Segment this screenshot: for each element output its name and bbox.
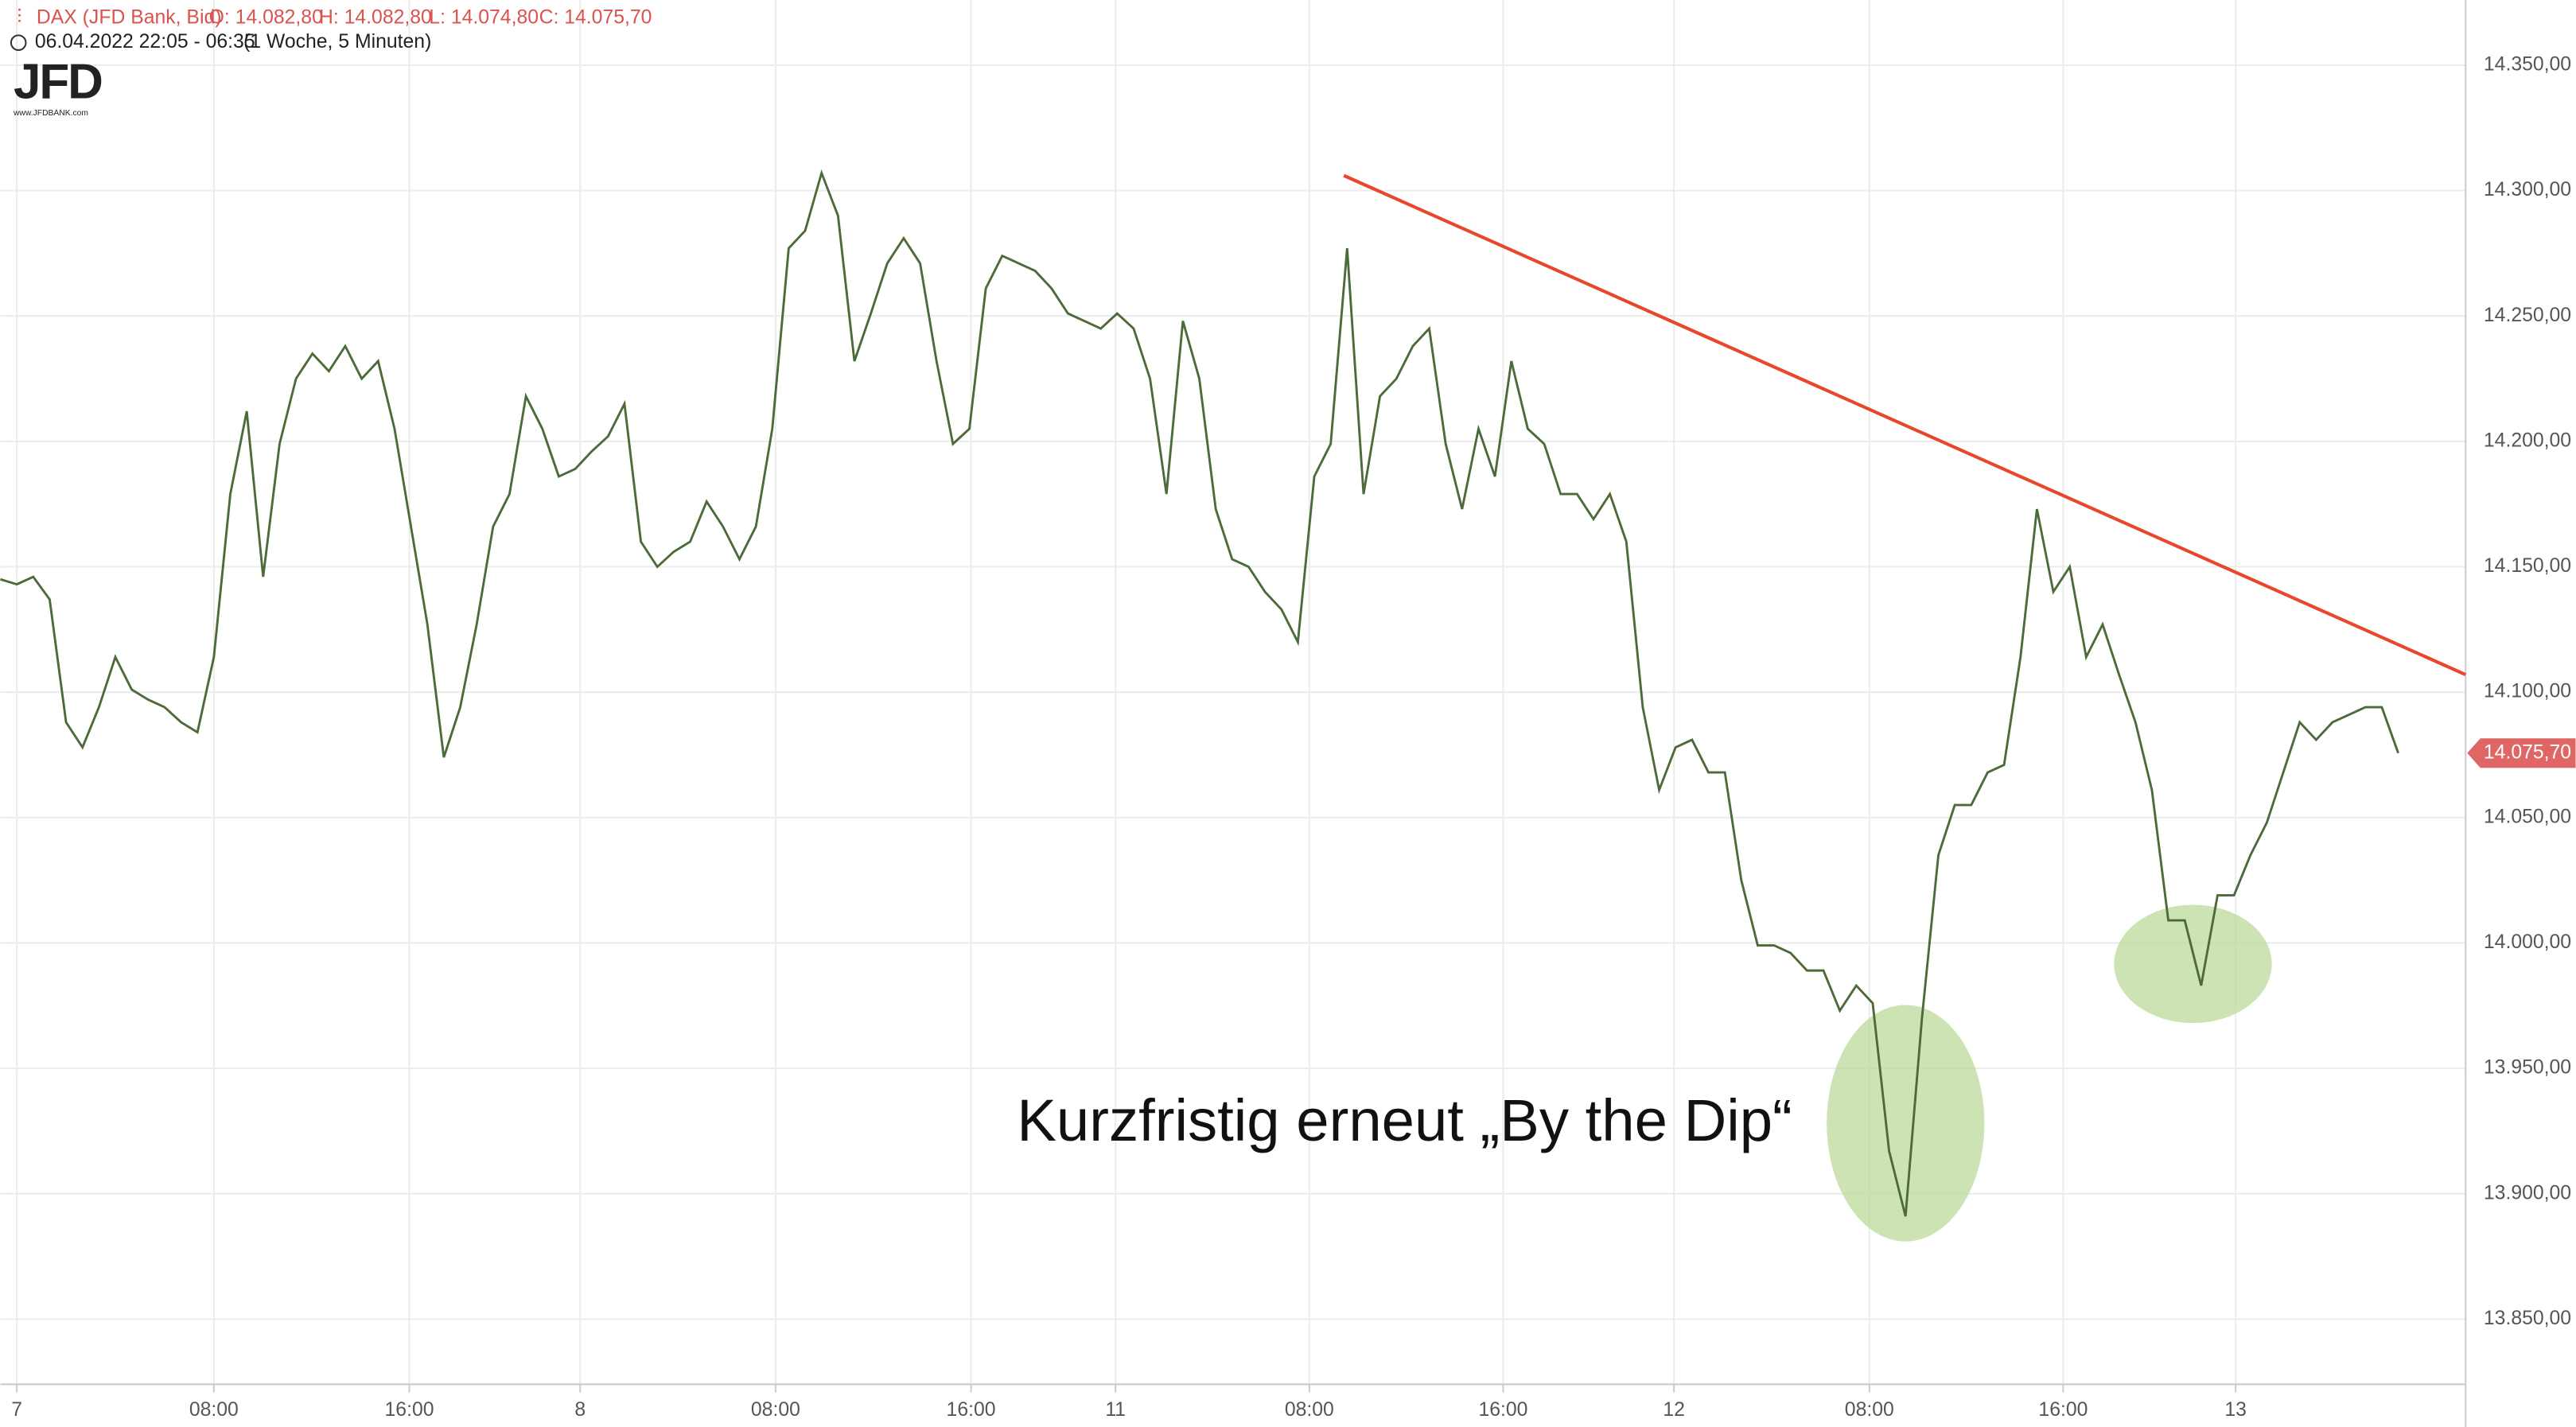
trend-line [1343, 173, 2467, 676]
y-tick-label: 14.100,00 [2484, 681, 2571, 702]
x-tick-label: 7 [11, 1399, 22, 1421]
close: C: 14.075,70 [539, 6, 652, 28]
low: L: 14.074,80 [429, 6, 539, 28]
x-tick-label: 08:00 [1845, 1399, 1894, 1421]
last-price-label: 14.075,70 [2484, 741, 2571, 763]
x-tick-label: 11 [1105, 1399, 1126, 1421]
x-tick-label: 16:00 [385, 1399, 434, 1421]
x-tick-label: 08:00 [189, 1399, 239, 1421]
x-tick-label: 8 [574, 1399, 586, 1421]
symbol: DAX (JFD Bank, Bid) [37, 6, 222, 28]
x-tick-label: 16:00 [2038, 1399, 2088, 1421]
last-price-tag [2467, 738, 2576, 768]
clock-icon [10, 34, 27, 51]
x-tick-label: 16:00 [947, 1399, 996, 1421]
highlight-ellipse [2114, 904, 2272, 1024]
logo: JFD [14, 55, 102, 110]
interval: (1 Woche, 5 Minuten) [243, 31, 431, 52]
x-tick-label: 12 [1663, 1399, 1685, 1421]
y-tick-label: 14.150,00 [2484, 555, 2571, 577]
y-tick-label: 14.200,00 [2484, 430, 2571, 451]
y-tick-label: 13.850,00 [2484, 1308, 2571, 1329]
annotation: Kurzfristig erneut „By the Dip“ [1017, 1087, 1792, 1153]
y-tick-label: 13.900,00 [2484, 1182, 2571, 1203]
y-tick-label: 13.950,00 [2484, 1057, 2571, 1079]
grid [0, 0, 2466, 1385]
x-tick-label: 13 [2224, 1399, 2247, 1421]
highlight-ellipse [1827, 1005, 1985, 1242]
y-tick-label: 14.300,00 [2484, 179, 2571, 200]
price-line [0, 169, 2399, 1217]
period: 06.04.2022 22:05 - 06:35 [35, 31, 255, 52]
open: O: 14.082,80 [209, 6, 323, 28]
y-tick-label: 14.000,00 [2484, 931, 2571, 953]
y-tick-label: 14.250,00 [2484, 305, 2571, 326]
y-tick-label: 14.350,00 [2484, 54, 2571, 76]
logo-url: www.JFDBANK.com [13, 109, 88, 118]
y-tick-label: 14.050,00 [2484, 806, 2571, 827]
ohlc-icon: ⫶ [17, 6, 21, 28]
x-tick-label: 16:00 [1478, 1399, 1527, 1421]
high: H: 14.082,80 [319, 6, 432, 28]
x-tick-label: 08:00 [1285, 1399, 1334, 1421]
x-tick-label: 08:00 [751, 1399, 800, 1421]
